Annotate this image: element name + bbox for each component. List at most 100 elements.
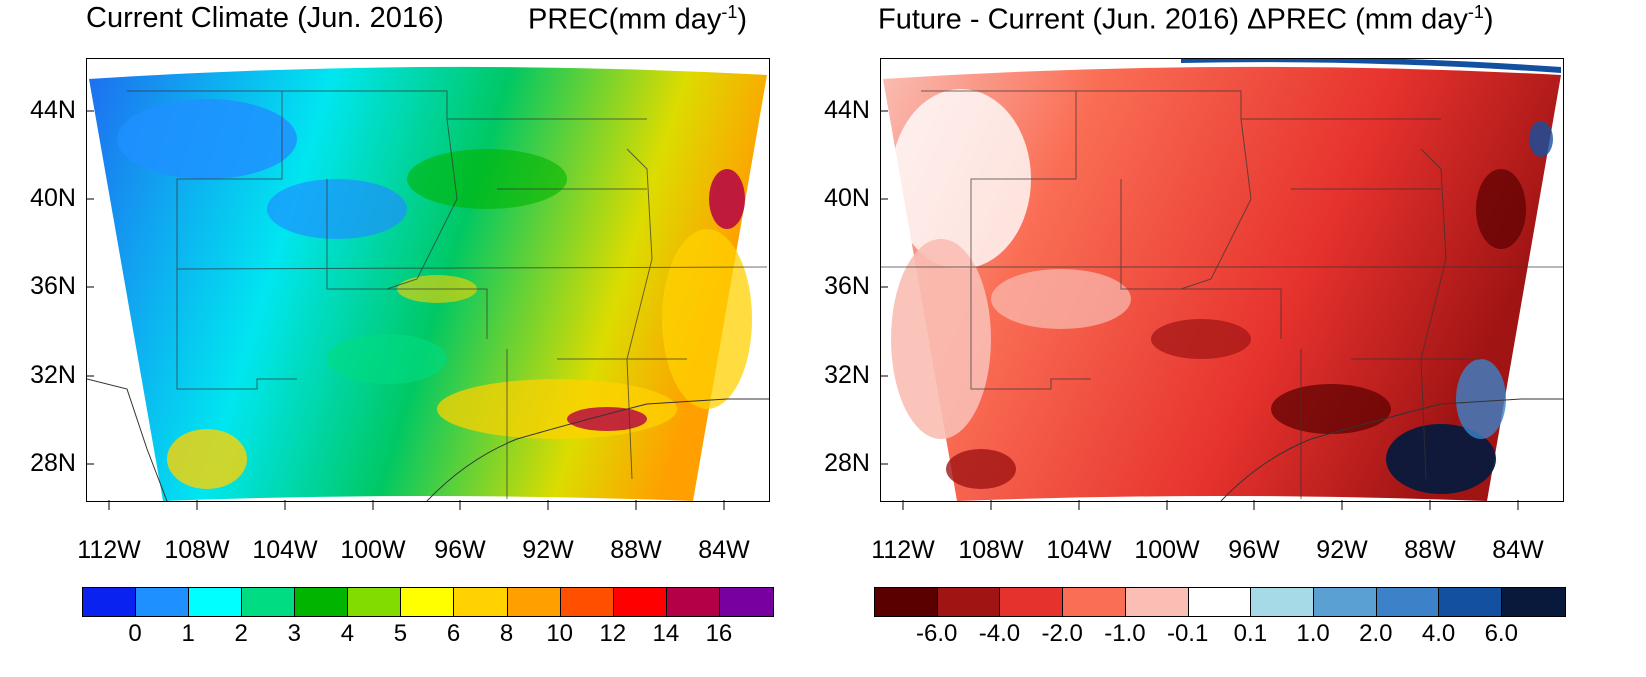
left-state-borders (127, 90, 768, 499)
right-colorbar-label: -0.1 (1166, 620, 1209, 647)
left-colorbar-label: 12 (599, 620, 627, 647)
left-colorbar-label: 8 (499, 620, 514, 647)
right-state-borders (881, 90, 1563, 499)
left-colorbar (82, 587, 774, 617)
right-title: Future - Current (Jun. 2016) ΔPREC (mm d… (878, 2, 1494, 36)
right-lon-label-88w: 88W (1404, 536, 1456, 564)
left-title: Current Climate (Jun. 2016) (86, 2, 444, 34)
left-colorbar-box-9 (560, 588, 614, 616)
left-map (86, 58, 770, 502)
left-lat-label-44n: 44N (30, 96, 76, 124)
left-lon-label-84w: 84W (698, 536, 750, 564)
right-coastline (1220, 398, 1563, 501)
left-patch (567, 407, 647, 431)
right-colorbar-box-7 (1314, 588, 1377, 616)
left-colorbar-label: 4 (340, 620, 355, 647)
right-lon-label-92w: 92W (1316, 536, 1368, 564)
left-colorbar-label: 5 (393, 620, 408, 647)
left-coastline (426, 398, 769, 501)
right-patch (946, 449, 1016, 489)
left-map-field (87, 66, 769, 501)
right-lon-label-104w: 104W (1046, 536, 1112, 564)
left-colorbar-label: 16 (705, 620, 733, 647)
right-colorbar-box-2 (1000, 588, 1064, 616)
left-colorbar-box-5 (348, 588, 402, 616)
left-patch (327, 334, 447, 384)
left-lon-label-100w: 100W (340, 536, 406, 564)
right-colorbar-label: 1.0 (1296, 620, 1330, 647)
left-colorbar-label: 10 (546, 620, 574, 647)
left-colorbar-box-11 (666, 588, 720, 616)
left-colorbar-box-4 (295, 588, 349, 616)
left-lon-label-88w: 88W (610, 536, 662, 564)
left-lat-label-40n: 40N (30, 184, 76, 212)
left-map-panel: Current Climate (Jun. 2016) PREC(mm day-… (30, 2, 774, 647)
left-colorbar-box-1 (136, 588, 190, 616)
left-patch (117, 99, 297, 179)
left-units-title: PREC(mm day-1) (528, 2, 748, 36)
right-colorbar-box-4 (1125, 588, 1189, 616)
left-colorbar-label: 14 (652, 620, 680, 647)
right-colorbar-label: 0.1 (1233, 620, 1268, 647)
right-lat-label-32n: 32N (824, 361, 870, 389)
left-outer-border (87, 378, 168, 501)
right-colorbar-box-9 (1439, 588, 1503, 616)
left-colorbar-label: 0 (128, 620, 142, 647)
left-patch (407, 149, 567, 209)
left-lat-label-36n: 36N (30, 272, 76, 300)
right-colorbar-box-8 (1376, 588, 1440, 616)
left-colorbar-box-7 (454, 588, 508, 616)
right-lon-label-100w: 100W (1134, 536, 1200, 564)
left-ticks (86, 110, 725, 510)
right-lon-label-112w: 112W (871, 536, 935, 564)
right-map-field (881, 59, 1563, 501)
right-lat-label-36n: 36N (824, 272, 870, 300)
left-colorbar-box-2 (189, 588, 243, 616)
right-colorbar-box-6 (1251, 588, 1315, 616)
right-lon-label-84w: 84W (1492, 536, 1544, 564)
right-lon-label-96w: 96W (1228, 536, 1280, 564)
left-colorbar-box-12 (719, 588, 773, 616)
left-colorbar-label: 3 (287, 620, 301, 647)
right-colorbar-label: 2.0 (1359, 620, 1393, 647)
right-patch (1151, 319, 1251, 359)
left-lon-label-104w: 104W (252, 536, 318, 564)
right-colorbar-label: -4.0 (978, 620, 1021, 647)
right-colorbar-label: -1.0 (1104, 620, 1146, 647)
left-colorbar-box-3 (242, 588, 296, 616)
left-colorbar-box-8 (507, 588, 561, 616)
right-domain (883, 66, 1561, 501)
right-patch (1529, 121, 1553, 157)
right-patch (891, 89, 1031, 269)
right-colorbar (874, 587, 1566, 617)
right-colorbar-box-5 (1188, 588, 1252, 616)
right-colorbar-label: 6.0 (1484, 620, 1518, 647)
left-lon-label-92w: 92W (522, 536, 574, 564)
left-lat-label-32n: 32N (30, 361, 76, 389)
left-patch (267, 179, 407, 239)
left-patch (167, 429, 247, 489)
right-patch (991, 269, 1131, 329)
left-lon-label-108w: 108W (164, 536, 230, 564)
left-lat-label-28n: 28N (30, 449, 76, 477)
right-map-panel: Future - Current (Jun. 2016) ΔPREC (mm d… (794, 0, 1617, 677)
left-patch (662, 229, 752, 409)
left-lon-label-96w: 96W (434, 536, 486, 564)
left-colorbar-box-10 (613, 588, 667, 616)
right-map (880, 58, 1564, 502)
right-patch (891, 239, 991, 439)
left-colorbar-box-6 (401, 588, 455, 616)
right-lat-label-44n: 44N (824, 96, 870, 124)
right-colorbar-label: -6.0 (916, 620, 958, 647)
left-colorbar-box-0 (83, 588, 137, 616)
left-colorbar-label: 1 (181, 620, 195, 647)
left-colorbar-label: 2 (234, 620, 248, 647)
right-patch (1386, 424, 1496, 494)
right-lon-label-108w: 108W (958, 536, 1024, 564)
right-lat-label-28n: 28N (824, 449, 870, 477)
right-colorbar-box-3 (1063, 588, 1126, 616)
right-ticks (880, 110, 1519, 510)
right-colorbar-box-1 (937, 588, 1001, 616)
right-patch (1476, 169, 1526, 249)
left-colorbar-label: 6 (446, 620, 461, 647)
